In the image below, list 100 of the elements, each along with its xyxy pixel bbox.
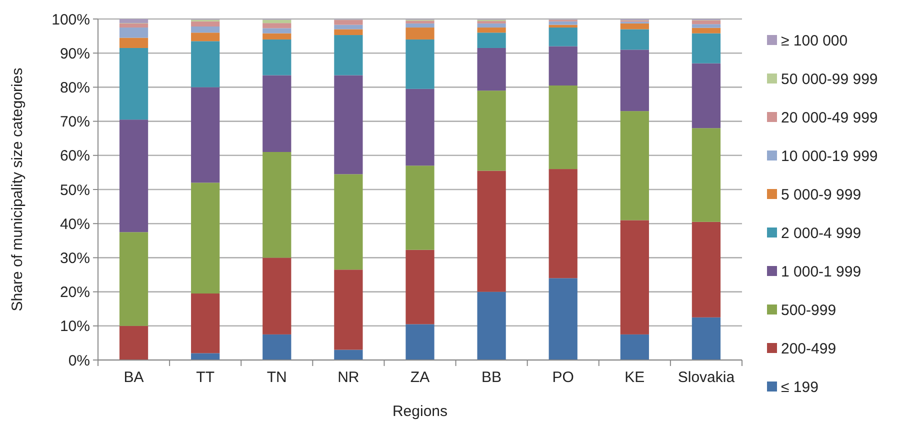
bar <box>119 48 148 120</box>
bar <box>191 26 220 33</box>
x-tick-label: PO <box>552 369 574 386</box>
bar <box>262 20 292 24</box>
bar <box>406 23 434 28</box>
bar <box>692 317 721 360</box>
legend-label: 5 000-9 999 <box>781 186 862 204</box>
bar <box>692 128 721 222</box>
legend-label: 200-499 <box>781 340 836 358</box>
y-tick-label: 40% <box>60 216 90 233</box>
bar <box>119 28 148 38</box>
bar <box>334 350 363 360</box>
bar <box>262 334 292 360</box>
legend-label: 50 000-99 999 <box>781 70 878 88</box>
bar <box>620 50 649 112</box>
bar <box>620 220 649 334</box>
y-tick-label: 60% <box>60 148 90 165</box>
bar <box>620 29 649 50</box>
bar <box>191 41 220 88</box>
y-tick-label: 90% <box>60 45 90 62</box>
legend-label: ≥ 100 000 <box>781 32 848 50</box>
bar <box>477 292 506 360</box>
bar <box>477 23 506 28</box>
bar <box>262 152 292 258</box>
bar <box>477 90 506 171</box>
y-tick-label: 80% <box>60 79 90 96</box>
bar <box>477 32 506 48</box>
bar <box>406 28 434 40</box>
bar <box>548 21 578 25</box>
y-tick-label: 0% <box>68 352 90 370</box>
bar <box>119 23 148 28</box>
bar <box>334 75 363 174</box>
bar <box>692 28 721 34</box>
bar <box>262 258 292 334</box>
bar <box>191 182 220 294</box>
bar <box>548 278 578 360</box>
bar <box>620 334 649 360</box>
bar <box>262 75 292 152</box>
x-axis-title: Regions <box>392 403 448 420</box>
bar <box>262 23 292 28</box>
y-tick-label: 100% <box>52 11 90 28</box>
bar <box>548 85 578 170</box>
bar <box>262 28 292 34</box>
bar <box>406 324 434 360</box>
x-tick-label: BA <box>124 369 144 386</box>
bar <box>692 63 721 128</box>
bar <box>119 232 148 326</box>
bar <box>477 48 506 91</box>
bar <box>119 38 148 48</box>
y-tick-label: 70% <box>60 114 90 131</box>
bar <box>119 120 148 232</box>
legend-label: 10 000-19 999 <box>781 148 878 165</box>
y-tick-label: 30% <box>60 250 90 267</box>
bar <box>334 24 363 30</box>
bar <box>548 46 578 86</box>
bar <box>406 88 434 166</box>
bar <box>334 270 363 350</box>
bar <box>548 169 578 278</box>
bar <box>406 166 434 250</box>
x-tick-label: NR <box>338 369 360 386</box>
x-tick-label: KE <box>624 369 645 386</box>
bar <box>119 19 148 24</box>
bar <box>620 111 649 220</box>
bar <box>262 39 292 76</box>
bar <box>406 39 434 89</box>
legend-label: 2 000-4 999 <box>781 224 862 242</box>
bar <box>477 170 506 292</box>
bar <box>191 353 220 360</box>
bar <box>334 20 363 25</box>
bar <box>477 28 506 33</box>
bar <box>191 87 220 183</box>
bar <box>191 21 220 26</box>
bar <box>334 174 363 270</box>
y-tick-label: 50% <box>60 182 90 199</box>
bar <box>406 20 434 24</box>
bar <box>692 33 721 64</box>
y-tick-label: 10% <box>60 318 90 336</box>
bar <box>334 29 363 36</box>
x-tick-label: ZA <box>410 369 430 386</box>
legend-label: 1 000-1 999 <box>781 263 862 280</box>
legend-label: 20 000-49 999 <box>781 109 878 126</box>
x-tick-label: TT <box>196 369 214 386</box>
bar <box>406 250 434 324</box>
bar <box>692 222 721 318</box>
x-tick-label: Slovakia <box>678 369 736 386</box>
bar <box>548 28 578 46</box>
y-axis-title: Share of municipality size categories <box>9 68 26 312</box>
bar <box>620 23 649 30</box>
y-tick-label: 20% <box>60 284 90 302</box>
bar <box>119 326 148 360</box>
bar <box>692 20 721 24</box>
bar <box>191 32 220 42</box>
legend-label: ≤ 199 <box>781 378 818 396</box>
bar <box>334 35 363 76</box>
bar <box>262 33 292 40</box>
x-tick-label: BB <box>482 369 502 386</box>
x-tick-label: TN <box>266 369 287 386</box>
bar <box>548 24 578 28</box>
bar <box>191 294 220 354</box>
bar <box>692 24 721 28</box>
